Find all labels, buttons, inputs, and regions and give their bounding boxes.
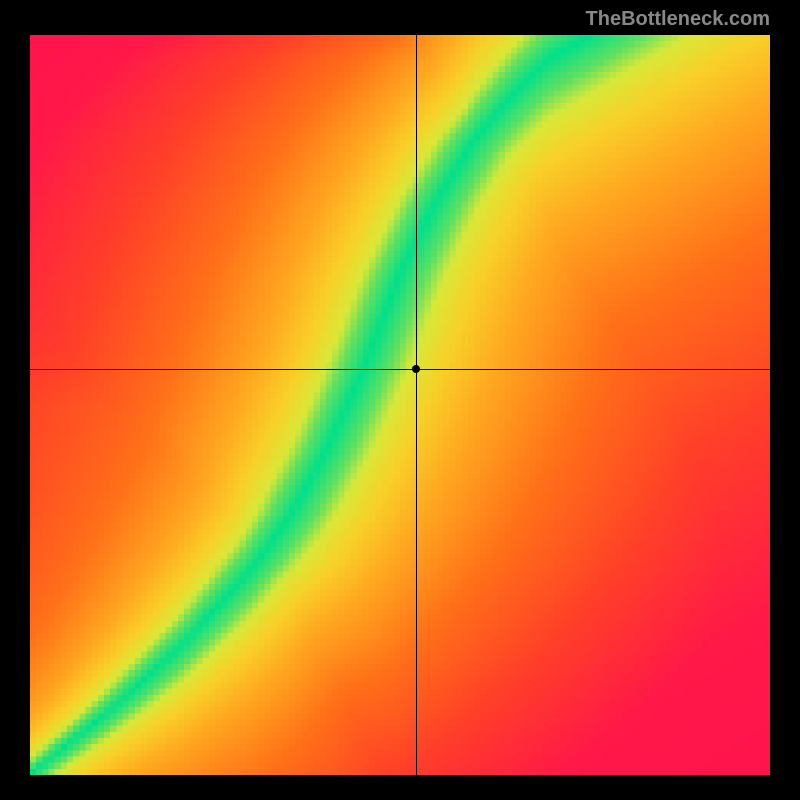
crosshair-horizontal: [30, 369, 770, 370]
chart-container: TheBottleneck.com: [0, 0, 800, 800]
heatmap-canvas: [30, 35, 770, 775]
marker-dot: [412, 365, 420, 373]
plot-area: [30, 35, 770, 775]
crosshair-vertical: [416, 35, 417, 775]
watermark-text: TheBottleneck.com: [586, 8, 770, 31]
